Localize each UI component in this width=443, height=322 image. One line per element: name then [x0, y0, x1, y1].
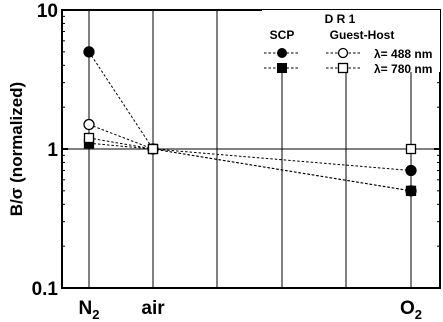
legend: D R 1 SCP Guest-Host λ= 488 nm λ= 780 nm: [262, 10, 440, 76]
x-axis: N2 air O2: [79, 298, 422, 322]
legend-background: [262, 10, 440, 72]
legend-row-488: λ= 488 nm: [264, 47, 432, 61]
legend-title: D R 1: [325, 12, 356, 26]
data-point-open-square: [405, 143, 417, 155]
series-line: [88, 124, 412, 192]
x-tick-label: O2: [400, 298, 422, 322]
legend-column-guest-host: Guest-Host: [330, 28, 395, 42]
legend-marker-filled-square: [277, 63, 287, 73]
x-tick-label: N2: [79, 298, 100, 322]
data-point-filled-circle: [83, 46, 95, 58]
y-tick-label: 10: [37, 1, 58, 22]
x-tick-label: air: [141, 298, 165, 319]
data-point-open-square: [83, 132, 95, 144]
legend-marker-open-circle: [337, 47, 349, 59]
series-layer: [83, 46, 417, 197]
series-line: [88, 142, 412, 192]
series-open-square: [83, 132, 417, 155]
data-point-filled-circle: [405, 164, 417, 177]
y-tick-label: 0.1: [32, 279, 59, 300]
data-point-filled-square: [405, 185, 417, 196]
legend-marker-filled-circle: [277, 48, 287, 58]
legend-column-scp: SCP: [270, 28, 295, 42]
legend-row-label-780: λ= 780 nm: [374, 62, 432, 76]
legend-row-780: λ= 780 nm: [264, 62, 432, 76]
series-line: [88, 51, 412, 172]
y-axis: 0.1 1 10: [32, 1, 440, 300]
y-axis-label: B/σ (normalized): [7, 82, 26, 216]
y-tick-label: 1: [47, 140, 58, 161]
data-point-open-square: [147, 143, 159, 155]
data-point-open-circle: [83, 118, 95, 131]
legend-row-label-488: λ= 488 nm: [374, 47, 432, 61]
series-open-circle: [83, 118, 417, 197]
legend-marker-open-square: [337, 62, 349, 74]
